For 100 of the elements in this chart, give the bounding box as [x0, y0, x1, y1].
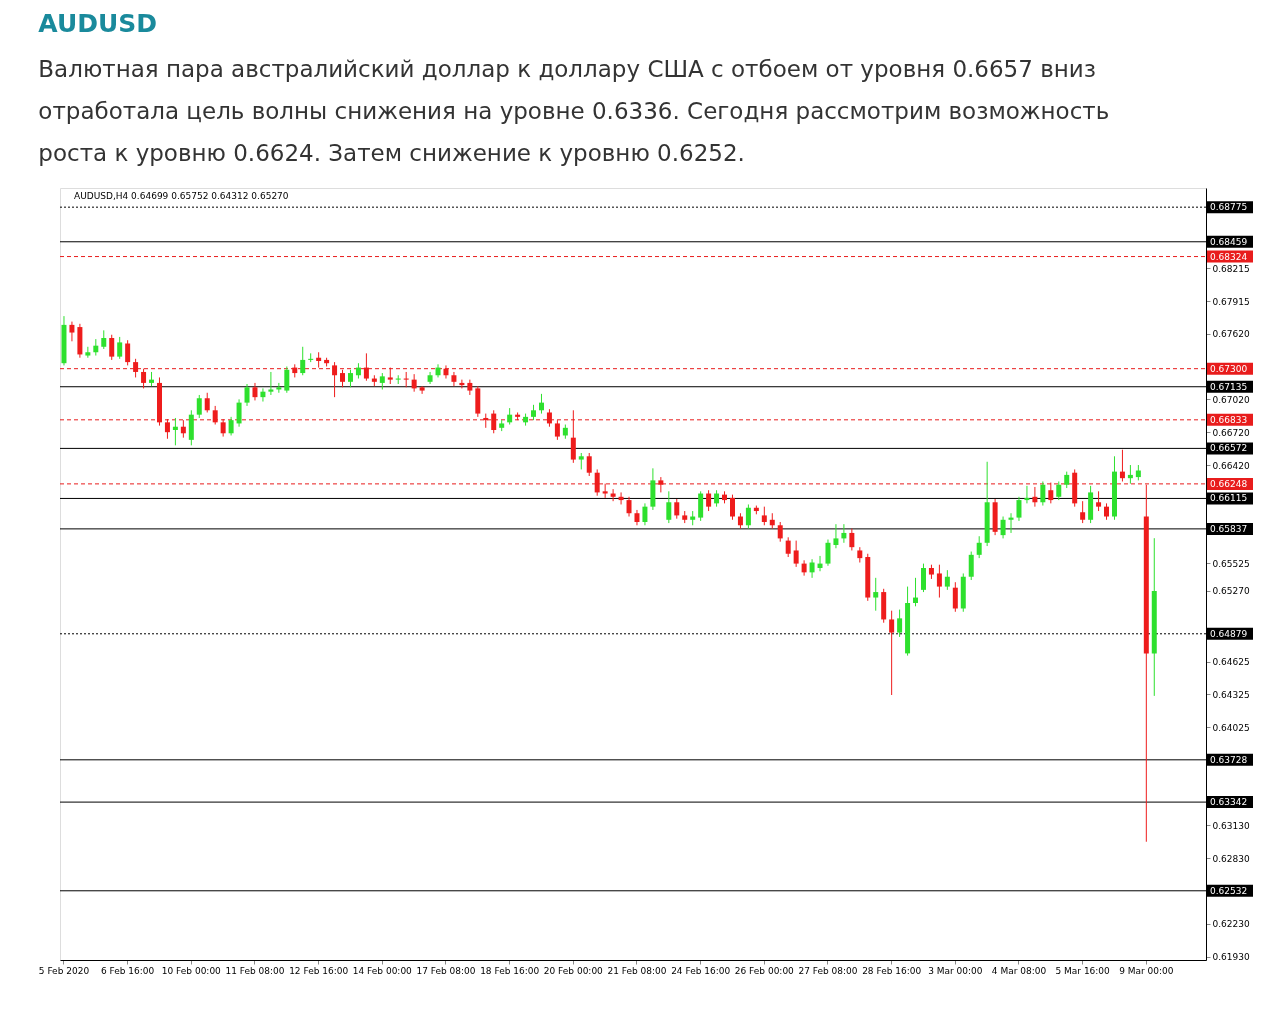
candlestick	[1096, 490, 1102, 512]
x-tick-label: 5 Mar 16:00	[1055, 965, 1111, 976]
y-tick-label: 0.65270	[1212, 586, 1250, 597]
x-tick-label: 24 Feb 16:00	[671, 965, 731, 976]
candlestick	[300, 346, 306, 376]
candlestick	[268, 371, 274, 396]
candlestick	[809, 558, 815, 579]
candlestick	[586, 452, 592, 477]
ref-line-label: 0.66833	[1210, 414, 1248, 425]
y-tick-label: 0.67020	[1212, 394, 1250, 405]
candlestick	[833, 523, 839, 549]
candlestick	[1080, 500, 1086, 524]
ref-line-label: 0.64879	[1210, 628, 1248, 639]
candlestick	[913, 577, 919, 607]
candlestick	[403, 371, 409, 388]
candlestick	[976, 535, 982, 559]
candlestick	[1024, 485, 1030, 504]
x-tick-label: 3 Mar 00:00	[928, 965, 983, 976]
candlestick	[642, 502, 648, 526]
candlestick	[944, 569, 950, 591]
candlestick	[125, 339, 131, 366]
candlestick	[1056, 480, 1062, 501]
x-tick-label: 6 Feb 16:00	[100, 965, 155, 976]
candlestick	[706, 489, 712, 512]
ref-line-label: 0.68459	[1210, 236, 1248, 247]
y-tick-label: 0.64025	[1212, 722, 1250, 733]
chart-subtitle: Валютная пара австралийский доллар к доллару США с отбоем от уровня 0.6657 вниз отработала цель волны снижения на уровне 0.6336. Сегодня рассмотрим возможность роста к уровню 0.6624. Затем снижение к уровню 0.6252.	[38, 56, 1110, 166]
candlestick	[435, 363, 441, 378]
x-tick-label: 27 Feb 08:00	[798, 965, 858, 976]
y-tick-label: 0.66720	[1212, 427, 1250, 438]
candlestick	[284, 365, 290, 394]
candlestick	[204, 392, 210, 413]
candlestick	[1000, 516, 1006, 539]
x-tick-label: 10 Feb 00:00	[161, 965, 222, 976]
candlestick	[69, 321, 75, 342]
candlestick	[451, 371, 457, 387]
x-tick-label: 18 Feb 16:00	[480, 965, 540, 976]
candlestick	[172, 417, 178, 446]
candlestick	[777, 521, 783, 543]
candlestick	[936, 564, 942, 599]
x-tick-label: 5 Feb 2020	[38, 965, 90, 976]
y-tick-label: 0.64325	[1212, 689, 1250, 700]
candlestick	[610, 488, 616, 502]
chart-title: AUDUSD	[38, 9, 158, 38]
candlestick	[1008, 512, 1014, 534]
candlestick	[873, 577, 879, 612]
x-tick-label: 9 Mar 00:00	[1119, 965, 1174, 976]
candlestick	[920, 563, 926, 593]
ref-line-label: 0.68324	[1210, 251, 1248, 262]
candlestick	[729, 494, 735, 521]
ref-line-label: 0.67300	[1210, 363, 1248, 374]
y-tick-label: 0.62230	[1212, 919, 1250, 930]
candlestick	[825, 539, 831, 567]
candlestick	[801, 559, 807, 577]
candlestick	[276, 382, 282, 394]
candlestick	[849, 528, 855, 551]
candlestick	[196, 394, 202, 419]
candlestick	[897, 609, 903, 638]
ref-line-label: 0.68775	[1210, 202, 1248, 213]
candlestick	[666, 490, 672, 524]
x-tick-label: 20 Feb 00:00	[543, 965, 604, 976]
candlestick	[85, 346, 91, 359]
candlestick	[745, 503, 751, 530]
candlestick	[1032, 486, 1038, 508]
candlestick	[793, 540, 799, 568]
candlestick	[101, 329, 107, 350]
ref-line-label: 0.65837	[1210, 523, 1248, 534]
candlestick	[141, 368, 147, 389]
candlestick	[260, 387, 266, 403]
ref-line-label: 0.63342	[1210, 797, 1248, 808]
candlestick	[785, 536, 791, 558]
candlestick	[841, 523, 847, 544]
candlestick	[1040, 480, 1046, 507]
y-tick-label: 0.64625	[1212, 657, 1250, 668]
y-tick-label: 0.65525	[1212, 558, 1250, 569]
candlestick	[236, 398, 242, 428]
y-tick-label: 0.63130	[1212, 820, 1250, 831]
x-tick-label: 11 Feb 08:00	[225, 965, 285, 976]
x-tick-label: 14 Feb 00:00	[352, 965, 413, 976]
candlestick	[419, 385, 425, 395]
candlestick	[228, 416, 234, 436]
candlestick	[1119, 449, 1125, 482]
candlestick	[411, 373, 417, 393]
candlestick	[674, 498, 680, 520]
candlestick	[1127, 464, 1133, 485]
candlestick	[332, 361, 338, 398]
candlestick	[467, 379, 473, 396]
candlestick	[212, 405, 218, 426]
candlestick	[889, 610, 895, 696]
x-tick-label: 17 Feb 08:00	[416, 965, 476, 976]
x-tick-label: 4 Mar 08:00	[991, 965, 1047, 976]
candlestick	[952, 581, 958, 613]
y-tick-label: 0.68215	[1212, 263, 1250, 274]
candlestick	[1016, 496, 1022, 522]
candlestick	[459, 379, 465, 389]
candlestick	[968, 551, 974, 581]
y-tick-label: 0.61930	[1212, 952, 1250, 963]
y-tick-label: 0.62830	[1212, 853, 1250, 864]
y-tick-label: 0.67620	[1212, 329, 1250, 340]
y-tick-label: 0.66420	[1212, 460, 1250, 471]
